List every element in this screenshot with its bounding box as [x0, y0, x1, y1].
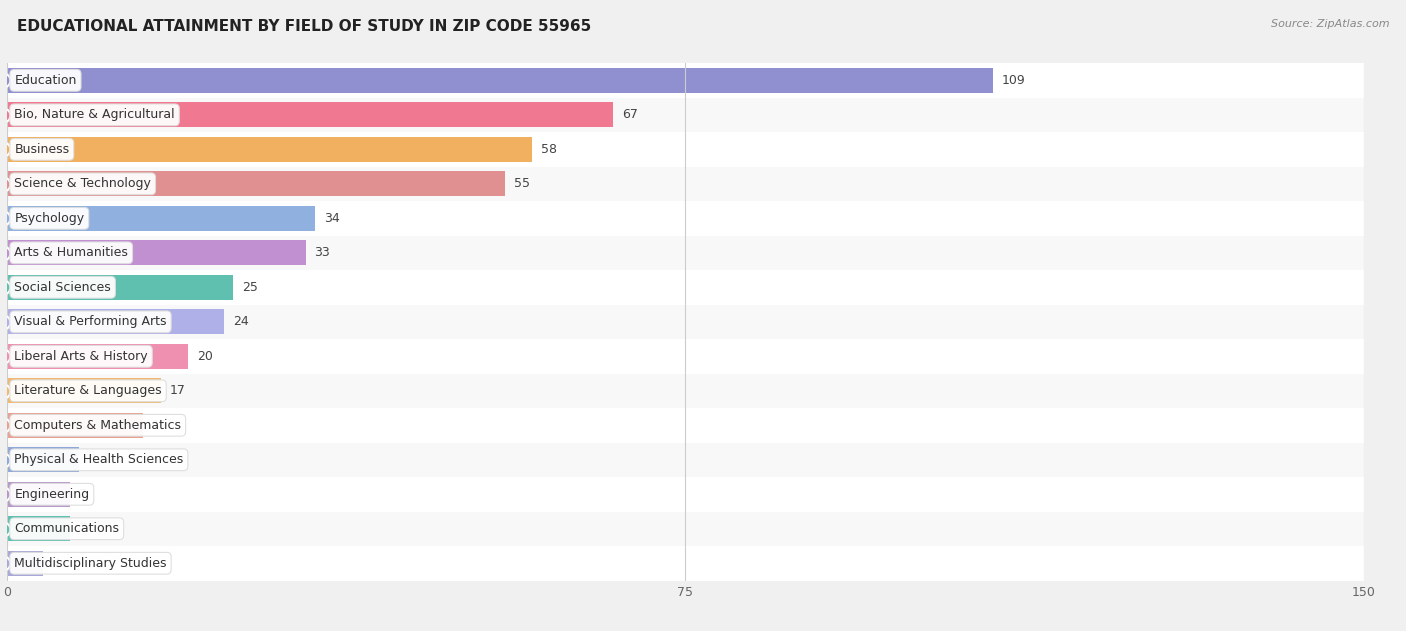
- Bar: [7, 379, 160, 403]
- Text: Source: ZipAtlas.com: Source: ZipAtlas.com: [1271, 19, 1389, 29]
- FancyBboxPatch shape: [0, 512, 1382, 546]
- Text: Liberal Arts & History: Liberal Arts & History: [14, 350, 148, 363]
- Bar: [7, 413, 143, 438]
- FancyBboxPatch shape: [0, 442, 1382, 477]
- FancyBboxPatch shape: [0, 167, 1382, 201]
- Text: 4: 4: [52, 557, 60, 570]
- Text: Social Sciences: Social Sciences: [14, 281, 111, 294]
- FancyBboxPatch shape: [0, 374, 1382, 408]
- FancyBboxPatch shape: [0, 305, 1382, 339]
- Text: 20: 20: [197, 350, 212, 363]
- Bar: [7, 551, 44, 575]
- FancyBboxPatch shape: [0, 132, 1382, 167]
- Bar: [7, 516, 70, 541]
- FancyBboxPatch shape: [0, 270, 1382, 305]
- Text: 55: 55: [513, 177, 530, 191]
- Text: 25: 25: [242, 281, 259, 294]
- Bar: [7, 447, 79, 472]
- Text: Arts & Humanities: Arts & Humanities: [14, 246, 128, 259]
- Text: 34: 34: [323, 212, 339, 225]
- Text: Multidisciplinary Studies: Multidisciplinary Studies: [14, 557, 167, 570]
- Text: Communications: Communications: [14, 522, 120, 535]
- Text: Business: Business: [14, 143, 69, 156]
- Text: Science & Technology: Science & Technology: [14, 177, 150, 191]
- Text: 33: 33: [315, 246, 330, 259]
- FancyBboxPatch shape: [0, 477, 1382, 512]
- Text: 15: 15: [152, 419, 167, 432]
- Bar: [7, 240, 305, 265]
- Text: Bio, Nature & Agricultural: Bio, Nature & Agricultural: [14, 109, 174, 121]
- Text: Psychology: Psychology: [14, 212, 84, 225]
- Bar: [7, 309, 224, 334]
- Bar: [7, 172, 505, 196]
- FancyBboxPatch shape: [0, 408, 1382, 442]
- Text: EDUCATIONAL ATTAINMENT BY FIELD OF STUDY IN ZIP CODE 55965: EDUCATIONAL ATTAINMENT BY FIELD OF STUDY…: [17, 19, 591, 34]
- Text: 109: 109: [1002, 74, 1026, 87]
- Text: Literature & Languages: Literature & Languages: [14, 384, 162, 398]
- Text: Physical & Health Sciences: Physical & Health Sciences: [14, 453, 184, 466]
- Text: 7: 7: [79, 522, 87, 535]
- Text: 67: 67: [621, 109, 638, 121]
- Bar: [7, 102, 613, 127]
- Bar: [7, 68, 993, 93]
- Bar: [7, 275, 233, 300]
- Bar: [7, 206, 315, 231]
- Text: Computers & Mathematics: Computers & Mathematics: [14, 419, 181, 432]
- Text: Visual & Performing Arts: Visual & Performing Arts: [14, 316, 167, 328]
- Bar: [7, 482, 70, 507]
- Text: Education: Education: [14, 74, 77, 87]
- Bar: [7, 137, 531, 162]
- Text: Engineering: Engineering: [14, 488, 90, 501]
- Text: 8: 8: [89, 453, 97, 466]
- Text: 17: 17: [170, 384, 186, 398]
- FancyBboxPatch shape: [0, 235, 1382, 270]
- FancyBboxPatch shape: [0, 201, 1382, 235]
- FancyBboxPatch shape: [0, 339, 1382, 374]
- Bar: [7, 344, 188, 369]
- Text: 58: 58: [541, 143, 557, 156]
- Text: 7: 7: [79, 488, 87, 501]
- FancyBboxPatch shape: [0, 63, 1382, 98]
- FancyBboxPatch shape: [0, 98, 1382, 132]
- Text: 24: 24: [233, 316, 249, 328]
- FancyBboxPatch shape: [0, 546, 1382, 581]
